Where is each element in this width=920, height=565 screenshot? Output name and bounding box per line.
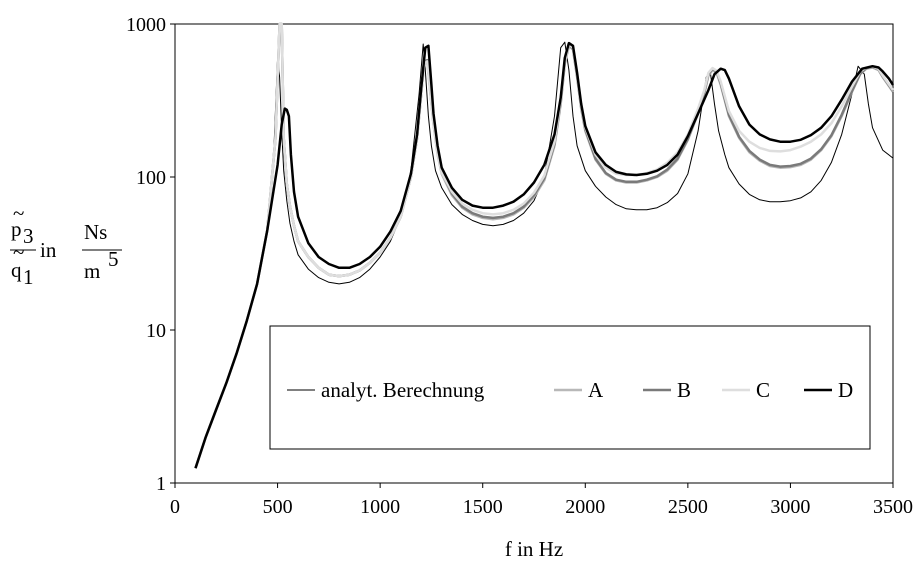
x-axis: 0 500 1000 1500 2000 2500 3000 3500 (170, 483, 913, 518)
series-group (194, 22, 895, 469)
y-label-denominator-sub: 1 (23, 265, 34, 289)
legend-label: D (838, 378, 853, 402)
legend-box (269, 325, 871, 450)
legend-label: B (677, 378, 691, 402)
x-tick-label: 1500 (463, 496, 503, 518)
legend-label: C (756, 378, 770, 402)
legend-label: analyt. Berechnung (321, 378, 485, 402)
y-label-numerator: p (11, 217, 22, 241)
x-tick-label: 0 (170, 496, 180, 518)
y-label-unit-numerator: Ns (84, 220, 107, 244)
y-label-numerator-tilde: ~ (13, 201, 24, 225)
series-line-d (194, 41, 895, 469)
series-line-analytic (195, 41, 894, 469)
y-label-denominator-tilde: ~ (13, 240, 24, 264)
y-axis: 1 10 100 1000 (126, 14, 175, 495)
legend: analyt. Berechnung A B C D (269, 325, 871, 450)
y-tick-label: 10 (146, 320, 166, 342)
y-label-unit-denominator: m (84, 259, 100, 283)
y-tick-label: 100 (136, 167, 166, 189)
x-axis-label: f in Hz (505, 537, 563, 561)
legend-label: A (588, 378, 604, 402)
y-label-denominator: q (11, 258, 22, 282)
x-tick-label: 1000 (360, 496, 400, 518)
y-tick-label: 1 (156, 473, 166, 495)
y-label-numerator-sub: 3 (23, 224, 34, 248)
x-tick-label: 3500 (873, 496, 913, 518)
x-tick-label: 500 (263, 496, 293, 518)
x-tick-label: 2500 (668, 496, 708, 518)
x-tick-label: 2000 (565, 496, 605, 518)
series-line-c (194, 22, 895, 469)
y-axis-label: p 3 ~ q 1 ~ in Ns m 5 (10, 201, 122, 289)
y-label-unit-denominator-sup: 5 (108, 247, 119, 271)
x-tick-label: 3000 (770, 496, 810, 518)
y-tick-label: 1000 (126, 14, 166, 36)
y-label-connector: in (40, 238, 57, 262)
